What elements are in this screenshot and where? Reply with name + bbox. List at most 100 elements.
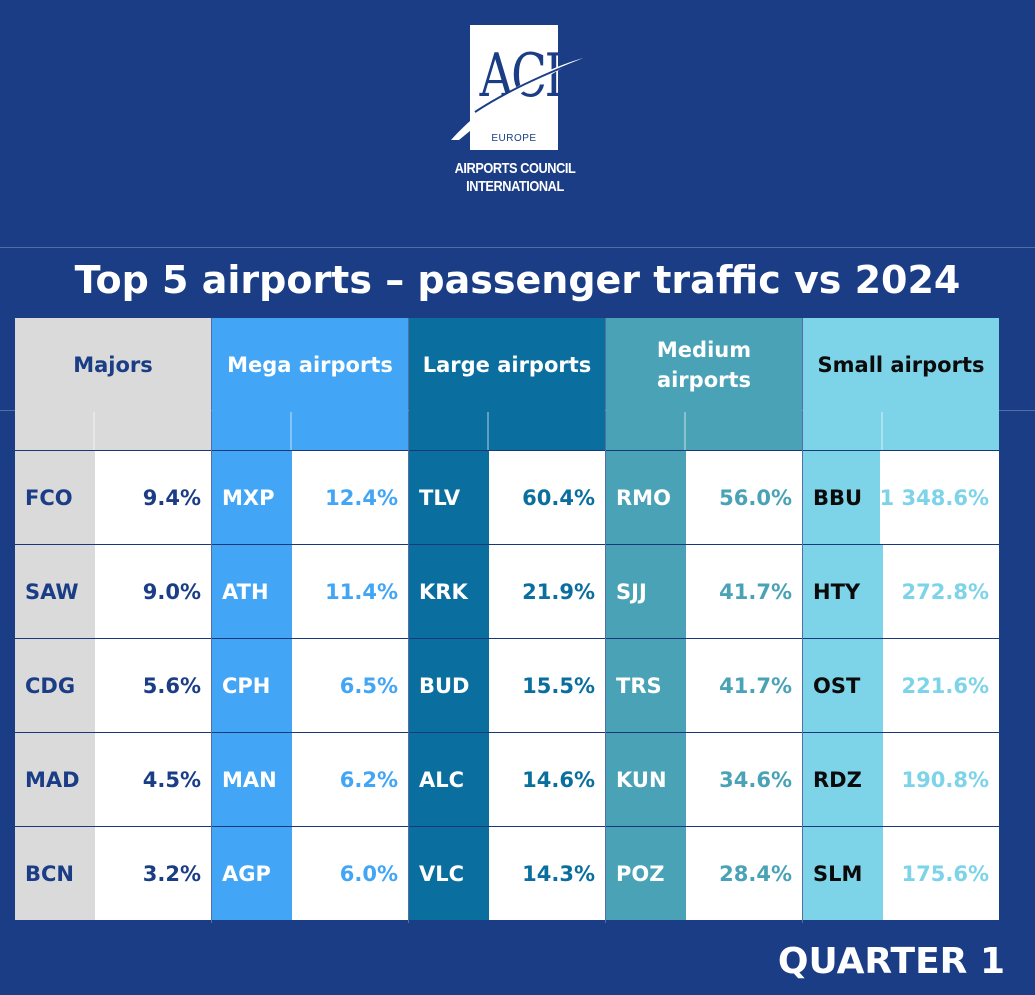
table-row: CPH 6.5% <box>212 638 408 732</box>
traffic-change-value: 21.9% <box>489 545 605 638</box>
table-row: AGP 6.0% <box>212 826 408 920</box>
airport-code: RDZ <box>803 733 883 826</box>
table-row: SAW 9.0% <box>15 544 211 638</box>
group-subheader <box>409 412 605 450</box>
subheader-code-cell <box>15 412 95 450</box>
traffic-change-value: 14.6% <box>489 733 605 826</box>
airport-code: VLC <box>409 827 489 920</box>
traffic-change-value: 175.6% <box>883 827 999 920</box>
traffic-change-value: 14.3% <box>489 827 605 920</box>
aci-logo-line2: INTERNATIONAL <box>466 178 564 195</box>
airport-code: MXP <box>212 451 292 544</box>
traffic-change-value: 41.7% <box>686 545 802 638</box>
airport-code: MAN <box>212 733 292 826</box>
group-subheader <box>212 412 408 450</box>
traffic-change-value: 4.5% <box>95 733 211 826</box>
aci-europe-logo: ACI EUROPE AIRPORTS COUNCIL INTERNATIONA… <box>445 22 585 202</box>
group-subheader <box>606 412 802 450</box>
table-row: MAN 6.2% <box>212 732 408 826</box>
table-row: TRS 41.7% <box>606 638 802 732</box>
traffic-change-value: 6.5% <box>292 639 408 732</box>
airport-code: ALC <box>409 733 489 826</box>
table-row: ATH 11.4% <box>212 544 408 638</box>
column-group: Majors FCO 9.4% SAW 9.0% CDG 5.6% MAD 4.5% BCN 3.2… <box>15 318 212 923</box>
airport-ranking-table: Majors FCO 9.4% SAW 9.0% CDG 5.6% MAD 4.5% BCN 3.2… <box>15 318 1016 923</box>
traffic-change-value: 28.4% <box>686 827 802 920</box>
table-row: OST 221.6% <box>803 638 999 732</box>
airport-code: HTY <box>803 545 883 638</box>
group-header: Small airports <box>803 318 999 412</box>
airport-code: BUD <box>409 639 489 732</box>
swoosh-icon <box>451 58 583 140</box>
traffic-change-value: 221.6% <box>883 639 999 732</box>
table-row: BBU 1 348.6% <box>803 450 999 544</box>
aci-logo-region: EUROPE <box>491 133 537 144</box>
subheader-value-cell <box>489 412 605 450</box>
table-row: KUN 34.6% <box>606 732 802 826</box>
airport-code: BCN <box>15 827 95 920</box>
table-row: MXP 12.4% <box>212 450 408 544</box>
divider-top <box>0 247 1035 248</box>
group-subheader <box>803 412 999 450</box>
table-row: VLC 14.3% <box>409 826 605 920</box>
column-group: Large airports TLV 60.4% KRK 21.9% BUD 15.5% AL… <box>409 318 606 923</box>
table-row: SLM 175.6% <box>803 826 999 920</box>
airport-code: KUN <box>606 733 686 826</box>
airport-code: RMO <box>606 451 686 544</box>
subheader-code-cell <box>212 412 292 450</box>
traffic-change-value: 9.0% <box>95 545 211 638</box>
traffic-change-value: 11.4% <box>292 545 408 638</box>
group-header: Large airports <box>409 318 605 412</box>
table-row: TLV 60.4% <box>409 450 605 544</box>
group-header: Mega airports <box>212 318 408 412</box>
airport-code: KRK <box>409 545 489 638</box>
subheader-code-cell <box>803 412 883 450</box>
table-row: KRK 21.9% <box>409 544 605 638</box>
column-group: Medium airports RMO 56.0% SJJ 41.7% TRS 41.7% K… <box>606 318 803 923</box>
group-header: Medium airports <box>606 318 802 412</box>
table-row: BCN 3.2% <box>15 826 211 920</box>
table-row: CDG 5.6% <box>15 638 211 732</box>
traffic-change-value: 1 348.6% <box>879 451 999 544</box>
airport-code: TRS <box>606 639 686 732</box>
group-header: Majors <box>15 318 211 412</box>
airport-code: BBU <box>803 451 880 544</box>
traffic-change-value: 5.6% <box>95 639 211 732</box>
traffic-change-value: 12.4% <box>292 451 408 544</box>
traffic-change-value: 3.2% <box>95 827 211 920</box>
airport-code: ATH <box>212 545 292 638</box>
table-row: POZ 28.4% <box>606 826 802 920</box>
airport-code: CPH <box>212 639 292 732</box>
traffic-change-value: 56.0% <box>686 451 802 544</box>
airport-code: SJJ <box>606 545 686 638</box>
traffic-change-value: 9.4% <box>95 451 211 544</box>
table-row: HTY 272.8% <box>803 544 999 638</box>
subheader-value-cell <box>292 412 408 450</box>
traffic-change-value: 190.8% <box>883 733 999 826</box>
table-row: BUD 15.5% <box>409 638 605 732</box>
subheader-value-cell <box>95 412 211 450</box>
subheader-code-cell <box>606 412 686 450</box>
traffic-change-value: 60.4% <box>489 451 605 544</box>
table-row: RMO 56.0% <box>606 450 802 544</box>
traffic-change-value: 34.6% <box>686 733 802 826</box>
traffic-change-value: 41.7% <box>686 639 802 732</box>
subheader-value-cell <box>686 412 802 450</box>
aci-logo-box: ACI EUROPE <box>470 25 563 150</box>
table-row: SJJ 41.7% <box>606 544 802 638</box>
quarter-label: QUARTER 1 <box>777 941 1005 982</box>
aci-logo-line1: AIRPORTS COUNCIL <box>454 160 576 177</box>
airport-code: SLM <box>803 827 883 920</box>
table-row: RDZ 190.8% <box>803 732 999 826</box>
table-row: FCO 9.4% <box>15 450 211 544</box>
airport-code: POZ <box>606 827 686 920</box>
traffic-change-value: 272.8% <box>883 545 999 638</box>
traffic-change-value: 6.0% <box>292 827 408 920</box>
airport-code: TLV <box>409 451 489 544</box>
table-row: ALC 14.6% <box>409 732 605 826</box>
airport-code: AGP <box>212 827 292 920</box>
subheader-value-cell <box>883 412 999 450</box>
traffic-change-value: 6.2% <box>292 733 408 826</box>
column-group: Mega airports MXP 12.4% ATH 11.4% CPH 6.5% MAN 6… <box>212 318 409 923</box>
airport-code: FCO <box>15 451 95 544</box>
